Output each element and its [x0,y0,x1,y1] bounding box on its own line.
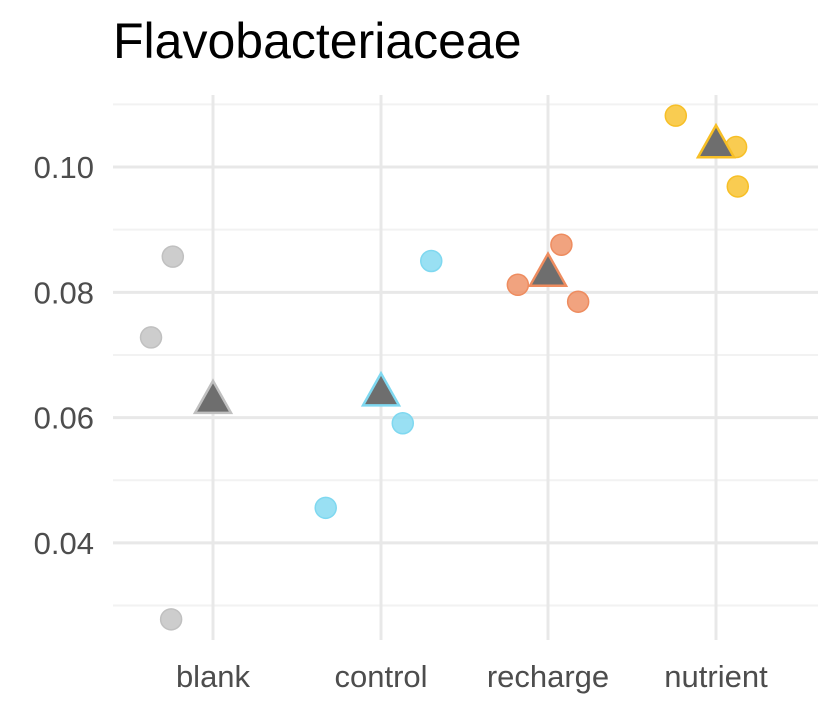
chart-title: Flavobacteriaceae [113,13,522,69]
data-point-blank [161,245,185,268]
x-tick-label-nutrient: nutrient [664,659,768,694]
data-point-nutrient [664,104,688,127]
x-tick-label-blank: blank [176,659,251,694]
grid-minor [113,103,818,607]
data-point-control [314,496,337,520]
grid-major [113,95,818,640]
data-point-nutrient [726,175,750,198]
y-tick-label: 0.08 [34,275,94,310]
y-tick-label: 0.10 [34,150,94,185]
data-point-control [391,412,415,435]
x-axis-ticks: blank control recharge nutrient [176,659,768,694]
data-point-blank [159,608,183,631]
mean-marker-blank [192,378,234,415]
mean-marker-nutrient [695,122,737,159]
x-tick-label-recharge: recharge [487,659,609,694]
data-point-recharge [566,290,590,313]
mean-marker-recharge [527,251,569,287]
mean-markers [192,122,737,415]
y-tick-label: 0.06 [34,401,94,436]
data-point-recharge [506,273,530,297]
data-point-control [420,249,443,273]
y-axis-ticks: 0.04 0.06 0.08 0.10 [34,150,94,561]
mean-marker-control [360,370,402,407]
y-tick-label: 0.04 [34,526,94,561]
data-point-blank [139,326,163,349]
x-tick-label-control: control [334,659,427,694]
data-point-recharge [550,233,573,256]
data-points [139,104,750,631]
